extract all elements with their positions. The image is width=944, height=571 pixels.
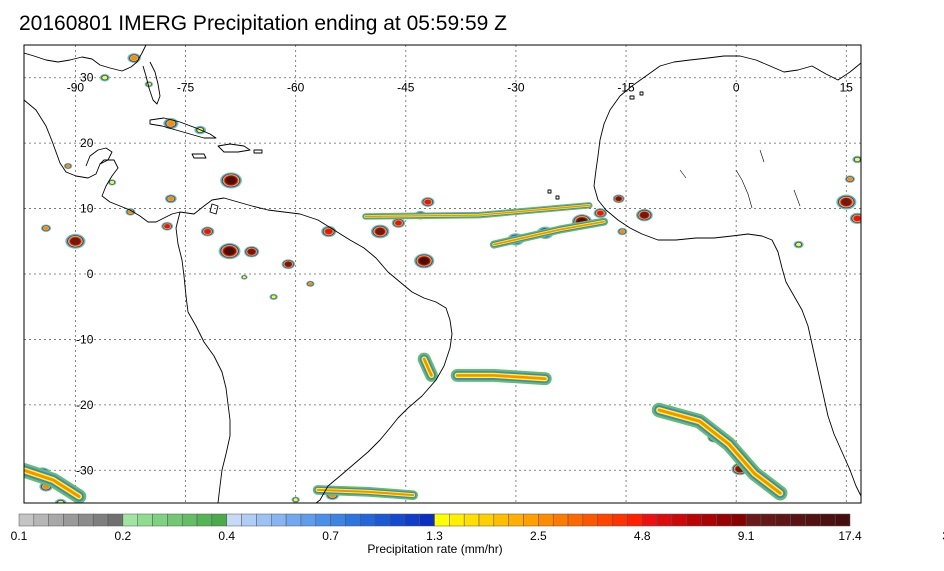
rain-band (362, 202, 593, 220)
coastline-yucatan (85, 147, 113, 167)
rain-cell (291, 496, 300, 503)
rain-cell (200, 226, 215, 237)
longitude-label: -90 (67, 81, 85, 95)
coastline-cuba (149, 117, 217, 139)
rain-cell (836, 194, 857, 210)
latitude-label: -20 (76, 398, 94, 412)
longitude-label: -75 (177, 81, 195, 95)
rain-cell (793, 240, 804, 249)
latitude-label: 30 (80, 71, 94, 85)
rain-cell (281, 259, 296, 270)
rain-cell (244, 246, 260, 258)
rain-band (24, 463, 87, 503)
longitude-labels: -90 -75 -60 -45 -30 -15 0 15 (67, 81, 854, 95)
coastline-africa (593, 55, 861, 497)
longitude-label: -30 (507, 81, 525, 95)
coastline-florida (142, 61, 161, 105)
map-frame (23, 44, 862, 504)
latitude-label: -30 (76, 463, 94, 477)
coastline-puerto-rico (253, 149, 263, 154)
rain-cell (617, 227, 628, 236)
rain-cell (127, 53, 141, 64)
longitude-label: 0 (733, 81, 740, 95)
rain-cell (849, 212, 861, 225)
rain-cell (125, 208, 136, 216)
longitude-label: -15 (617, 81, 635, 95)
rain-cell (65, 233, 86, 249)
rain-cell (391, 217, 406, 228)
rain-cell (164, 194, 177, 204)
rain-cell (635, 208, 653, 222)
latitude-labels: 30 20 10 0 -10 -20 -30 (76, 71, 94, 478)
rain-cell (321, 225, 337, 238)
rain-cell (107, 179, 117, 186)
rain-cell (40, 224, 52, 232)
rain-cell (218, 242, 241, 260)
precipitation-field (24, 53, 861, 503)
rain-cell (370, 224, 390, 239)
rain-cell (144, 81, 154, 88)
coastline-north-america (24, 45, 181, 223)
longitude-label: -60 (287, 81, 305, 95)
map-title: 20160801 IMERG Precipitation ending at 0… (19, 12, 507, 35)
longitude-label: -45 (397, 81, 415, 95)
coastline-jamaica (191, 153, 207, 159)
rain-band (450, 368, 552, 386)
coastline-south-america (175, 197, 453, 503)
latitude-label: 20 (80, 136, 94, 150)
coastline-canaries (629, 91, 644, 100)
rain-cell (844, 175, 856, 183)
rain-band (489, 217, 609, 249)
coastline-lake-maracaibo (209, 203, 219, 215)
coastline-hispaniola (217, 143, 251, 153)
latitude-label: 0 (87, 267, 94, 281)
rain-band (417, 352, 438, 382)
rain-band (651, 402, 788, 501)
coastlines (24, 45, 861, 503)
map-background (24, 45, 861, 503)
rain-cell (593, 208, 608, 219)
rain-cell (220, 172, 243, 189)
rain-cell (54, 498, 67, 503)
rain-cell (63, 162, 73, 170)
rain-cell (421, 197, 435, 208)
rain-cell (99, 73, 110, 82)
rain-cell (269, 293, 278, 301)
longitude-label: 15 (840, 81, 854, 95)
rain-band (312, 485, 418, 500)
rain-cell (612, 194, 625, 204)
colorbar-title: Precipitation rate (mm/hr) (367, 542, 503, 556)
rain-cell (161, 221, 174, 231)
coastline-cape-verde (547, 189, 560, 200)
rain-cell (852, 155, 861, 164)
rivers-africa (679, 149, 801, 209)
latitude-label: 10 (80, 202, 94, 216)
graticule (24, 45, 861, 503)
rain-cell (240, 274, 248, 280)
rain-cell (414, 253, 435, 269)
latitude-label: -10 (76, 332, 94, 346)
rain-cell (306, 280, 315, 287)
